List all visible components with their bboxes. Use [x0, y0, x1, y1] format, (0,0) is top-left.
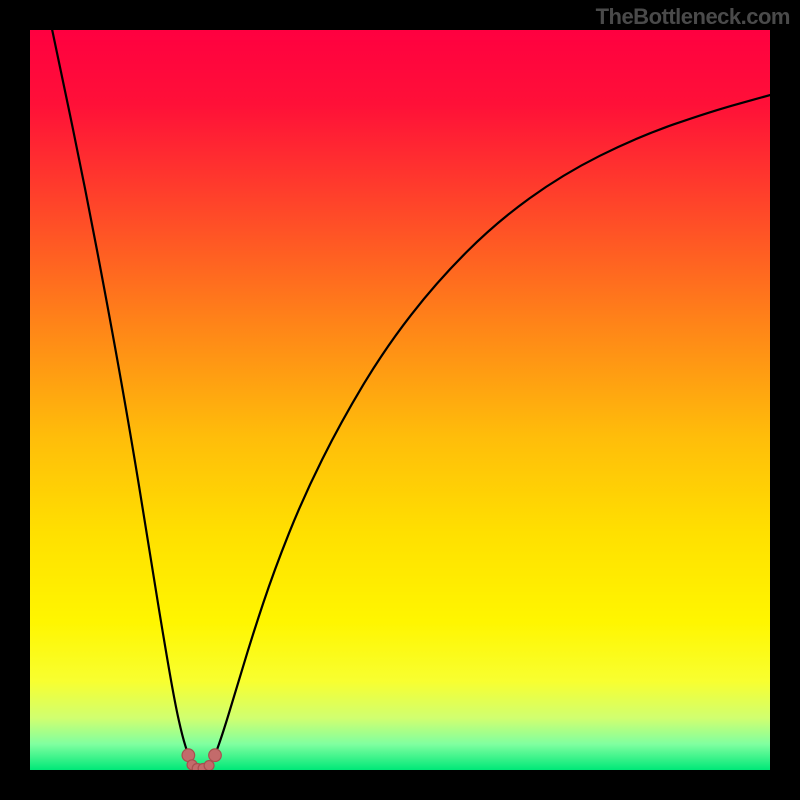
valley-marker: [209, 749, 222, 762]
valley-marker: [204, 761, 214, 771]
watermark-text: TheBottleneck.com: [596, 4, 790, 30]
chart-container: TheBottleneck.com: [0, 0, 800, 800]
plot-background: [30, 30, 770, 770]
bottleneck-curve-chart: [0, 0, 800, 800]
